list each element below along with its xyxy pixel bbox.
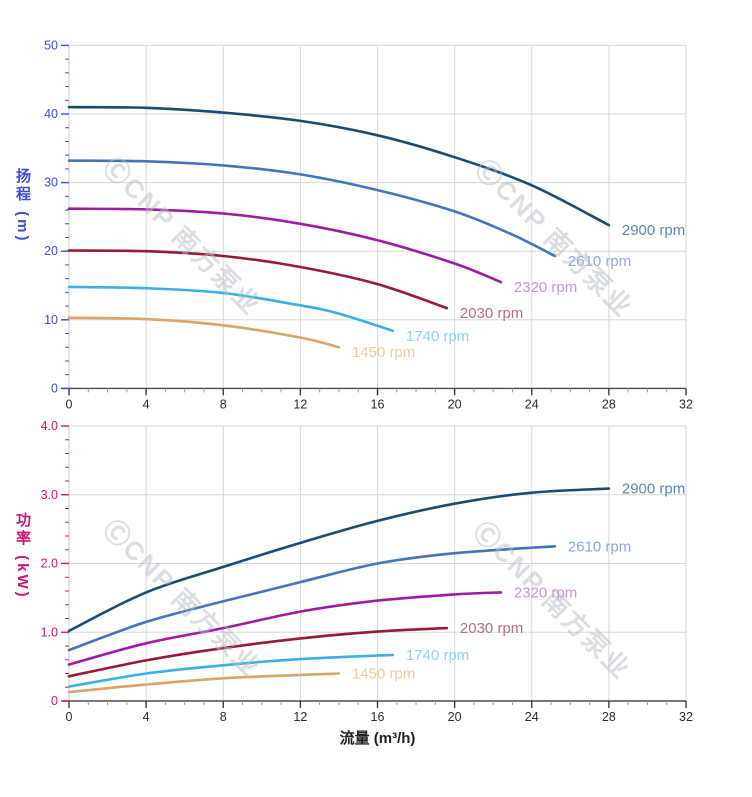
x-tick-label: 24 (525, 397, 539, 411)
series-label-2610-rpm: 2610 rpm (568, 253, 631, 270)
curve-1740-rpm (67, 285, 395, 333)
y-tick-label: 10 (44, 313, 58, 327)
series-label-2030-rpm: 2030 rpm (460, 620, 523, 637)
series-label-1450-rpm: 1450 rpm (352, 344, 415, 361)
series-label-1740-rpm: 1740 rpm (406, 647, 469, 664)
series-label-2030-rpm: 2030 rpm (460, 305, 523, 322)
x-tick-label: 12 (293, 397, 307, 411)
y-tick-label: 1.0 (41, 625, 58, 639)
series-label-2320-rpm: 2320 rpm (514, 279, 577, 296)
series-label-2900-rpm: 2900 rpm (622, 481, 685, 498)
x-tick-label: 16 (371, 397, 385, 411)
series-label-1740-rpm: 1740 rpm (406, 328, 469, 345)
x-tick-label: 12 (293, 710, 307, 724)
x-tick-label: 32 (679, 710, 693, 724)
x-tick-label: 32 (679, 397, 693, 411)
curve-1450-rpm (67, 672, 341, 694)
x-tick-label: 0 (66, 397, 73, 411)
curve-2030-rpm (67, 249, 449, 310)
y-tick-label: 0 (51, 694, 58, 708)
x-tick-label: 8 (220, 710, 227, 724)
curve-2030-rpm (67, 626, 449, 678)
curve-2320-rpm (67, 591, 503, 666)
x-tick-label: 20 (448, 397, 462, 411)
head-axis-title: 扬程 (m) (14, 168, 31, 244)
x-tick-label: 16 (371, 710, 385, 724)
x-tick-label: 0 (66, 710, 73, 724)
flow-axis-title: 流量 (m³/h) (339, 730, 416, 747)
y-tick-label: 2.0 (41, 557, 58, 571)
curve-2320-rpm (67, 207, 503, 284)
y-tick-label: 50 (44, 38, 58, 52)
x-tick-label: 24 (525, 710, 539, 724)
series-label-2900-rpm: 2900 rpm (622, 222, 685, 239)
x-tick-label: 20 (448, 710, 462, 724)
y-tick-label: 40 (44, 107, 58, 121)
series-label-2320-rpm: 2320 rpm (514, 584, 577, 601)
x-tick-label: 8 (220, 397, 227, 411)
curve-2610-rpm (67, 545, 557, 652)
curve-2900-rpm (67, 105, 611, 227)
y-tick-label: 20 (44, 244, 58, 258)
series-label-2610-rpm: 2610 rpm (568, 538, 631, 555)
x-tick-label: 4 (143, 710, 150, 724)
curve-2900-rpm (67, 487, 611, 633)
y-tick-label: 0 (51, 381, 58, 395)
curve-1740-rpm (67, 653, 395, 688)
power-axis-title: 功率 (kW) (14, 512, 31, 600)
curve-1450-rpm (67, 316, 341, 349)
y-tick-label: 3.0 (41, 488, 58, 502)
x-tick-label: 28 (602, 710, 616, 724)
curve-2610-rpm (67, 159, 557, 258)
y-tick-label: 4.0 (41, 419, 58, 433)
x-tick-label: 4 (143, 397, 150, 411)
y-tick-label: 30 (44, 176, 58, 190)
x-tick-label: 28 (602, 397, 616, 411)
series-label-1450-rpm: 1450 rpm (352, 666, 415, 683)
